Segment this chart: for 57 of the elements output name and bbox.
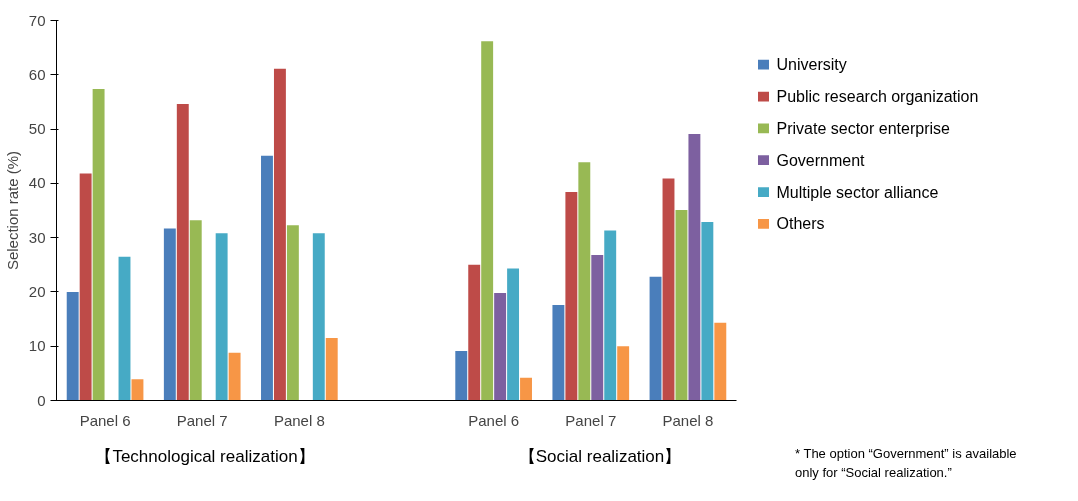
bar xyxy=(604,230,617,401)
x-tick-label: Panel 6 xyxy=(79,411,131,429)
y-tick-label: 60 xyxy=(28,65,46,83)
bar xyxy=(649,276,662,401)
bar xyxy=(507,268,520,401)
bar xyxy=(92,88,105,401)
bar xyxy=(565,192,578,401)
bar xyxy=(455,351,468,401)
bar xyxy=(701,221,714,401)
y-tick-label: 20 xyxy=(28,282,46,300)
y-tick-label: 70 xyxy=(28,11,46,29)
text: 【Social realization】 xyxy=(518,446,682,468)
y-tick-label: 10 xyxy=(28,337,46,355)
x-tick-label: Panel 6 xyxy=(468,411,520,429)
text: * The option “Government” is available only for “Social realization.” xyxy=(795,445,1018,482)
bar xyxy=(215,233,228,401)
legend-label: Government xyxy=(776,151,866,169)
y-tick-label: 50 xyxy=(28,120,46,138)
bar xyxy=(228,352,241,401)
bar xyxy=(79,173,92,401)
y-tick-label: 40 xyxy=(28,174,46,192)
bar xyxy=(481,41,494,401)
bar xyxy=(714,322,727,401)
x-tick-label: Panel 8 xyxy=(273,411,325,429)
bar xyxy=(688,133,701,401)
legend-label: Private sector enterprise xyxy=(776,119,951,137)
y-tick-label: 0 xyxy=(37,391,46,409)
bar xyxy=(286,225,299,401)
bar xyxy=(617,346,630,401)
bar xyxy=(591,255,604,401)
bar xyxy=(520,377,532,401)
y-axis-title: Selection rate (%) xyxy=(3,150,21,271)
bar xyxy=(261,155,273,401)
bar xyxy=(468,264,481,401)
text: 【Technological realization】 xyxy=(95,446,315,468)
bar xyxy=(325,338,338,401)
legend-label: Others xyxy=(776,215,825,233)
y-tick-label: 30 xyxy=(28,228,46,246)
legend-label: Public research organization xyxy=(776,88,979,106)
bar xyxy=(312,233,325,401)
legend-label: Multiple sector alliance xyxy=(776,183,939,201)
legend-label: University xyxy=(776,56,847,74)
bar xyxy=(163,228,176,401)
bar xyxy=(176,104,189,401)
bar xyxy=(118,256,131,401)
bar xyxy=(131,379,144,401)
x-tick-label: Panel 7 xyxy=(565,411,617,429)
bar xyxy=(662,178,675,401)
x-tick-label: Panel 7 xyxy=(176,411,228,429)
bar xyxy=(273,68,286,401)
bar xyxy=(552,304,565,401)
x-tick-label: Panel 8 xyxy=(662,411,714,429)
bar xyxy=(189,220,202,401)
bar xyxy=(675,209,688,401)
bar xyxy=(66,291,79,401)
bar xyxy=(578,162,591,401)
bar xyxy=(494,293,507,401)
